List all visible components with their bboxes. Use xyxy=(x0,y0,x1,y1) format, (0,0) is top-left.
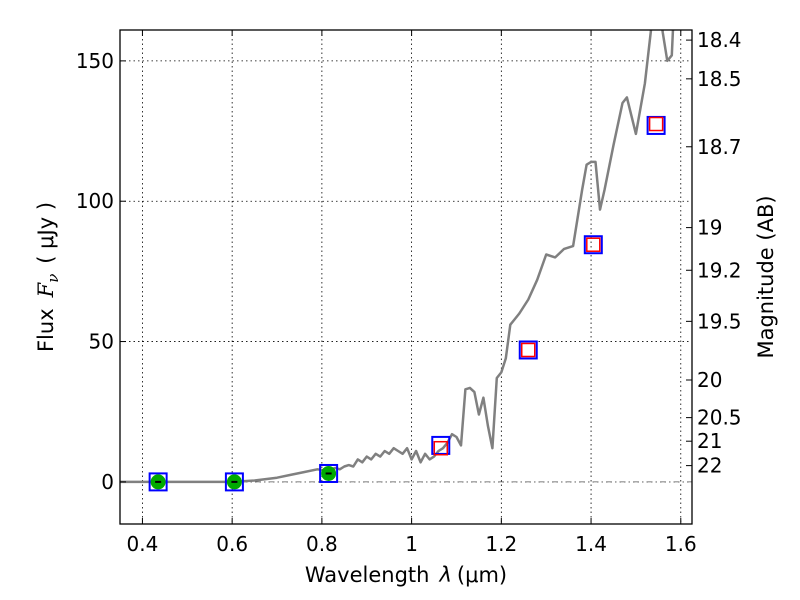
spectrum-line xyxy=(120,30,675,484)
y-tick-label: 100 xyxy=(76,189,114,213)
photometry-point-model xyxy=(224,472,244,492)
magnitude-tick-label: 19.2 xyxy=(697,258,742,282)
photometry-point-model xyxy=(518,340,538,360)
y-axis-title: Flux Fν ( μJy ) xyxy=(34,202,62,352)
magnitude-tick-label: 18.4 xyxy=(697,28,742,52)
photometry-point-model xyxy=(319,463,339,483)
photometry-point-predicted xyxy=(521,342,536,358)
x-tick-label: 1.2 xyxy=(485,532,517,556)
y-axis-title-prefix: Flux xyxy=(34,308,58,352)
photometry-point-predicted xyxy=(586,237,601,252)
plot-frame xyxy=(119,29,693,525)
series-group xyxy=(120,30,675,492)
magnitude-tick-label: 18.5 xyxy=(697,67,742,91)
magnitude-tick-label: 21 xyxy=(697,429,722,453)
ticks: 0.4 0.6 0.8 1 1.2 1.4 1.6 0 50 100 150 18.4 18.5 18.7… xyxy=(76,28,742,556)
x-tick-label: 1.4 xyxy=(575,532,607,556)
magnitude-tick-label: 18.7 xyxy=(697,135,742,159)
y-tick-label: 0 xyxy=(101,470,114,494)
y-tick-label: 50 xyxy=(89,330,114,354)
right-axis-title: Magnitude (AB) xyxy=(754,195,778,358)
photometry-point-model xyxy=(583,235,603,255)
y-axis-title-subscript: ν xyxy=(44,274,62,283)
photometry-point-predicted xyxy=(433,440,449,456)
x-axis-title-symbol: λ xyxy=(438,563,451,587)
y-axis-title-symbol: F xyxy=(34,281,58,298)
x-tick-label: 0.6 xyxy=(216,532,248,556)
photometry-point-model xyxy=(431,435,451,455)
x-tick-label: 0.4 xyxy=(127,532,159,556)
y-axis-title-unit: ( μJy ) xyxy=(34,202,58,264)
x-axis-title: Wavelength λ (μm) xyxy=(305,563,507,587)
x-tick-label: 1.6 xyxy=(665,532,697,556)
photometry-point-model xyxy=(148,472,168,492)
magnitude-tick-label: 22 xyxy=(697,454,722,478)
photometry-point-predicted xyxy=(648,116,664,132)
y-tick-label: 150 xyxy=(76,49,114,73)
plot-background xyxy=(120,30,692,524)
magnitude-tick-label: 19.5 xyxy=(697,309,742,333)
x-tick-label: 1 xyxy=(405,532,418,556)
magnitude-tick-label: 20.5 xyxy=(697,406,742,430)
x-axis-title-unit: (μm) xyxy=(457,563,507,587)
magnitude-tick-label: 20 xyxy=(697,368,722,392)
x-axis-title-prefix: Wavelength xyxy=(305,563,430,587)
magnitude-tick-label: 19 xyxy=(697,216,722,240)
x-tick-label: 0.8 xyxy=(306,532,338,556)
